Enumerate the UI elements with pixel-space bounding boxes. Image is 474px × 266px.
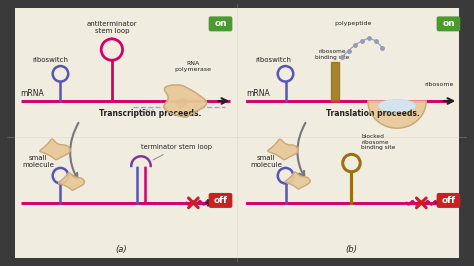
Polygon shape bbox=[131, 156, 151, 166]
Polygon shape bbox=[59, 173, 84, 190]
Circle shape bbox=[343, 154, 360, 172]
Ellipse shape bbox=[379, 99, 416, 112]
FancyBboxPatch shape bbox=[438, 17, 460, 31]
Text: RNA
polymerase: RNA polymerase bbox=[175, 61, 212, 72]
Text: polypeptide: polypeptide bbox=[335, 21, 372, 26]
Text: ribosome
binding site: ribosome binding site bbox=[315, 49, 349, 60]
Circle shape bbox=[101, 39, 123, 60]
Text: Transcription proceeds.: Transcription proceeds. bbox=[100, 109, 202, 118]
Circle shape bbox=[53, 66, 68, 82]
Text: off: off bbox=[213, 196, 228, 205]
Ellipse shape bbox=[380, 101, 414, 111]
Text: Translation proceeds.: Translation proceeds. bbox=[326, 109, 419, 118]
FancyBboxPatch shape bbox=[438, 194, 460, 207]
Polygon shape bbox=[368, 101, 426, 128]
Text: off: off bbox=[441, 196, 456, 205]
Text: riboswitch: riboswitch bbox=[33, 57, 69, 72]
Text: antiterminator
stem loop: antiterminator stem loop bbox=[87, 22, 137, 39]
Text: small
molecule: small molecule bbox=[250, 155, 282, 168]
Polygon shape bbox=[285, 172, 310, 189]
Text: DNA: DNA bbox=[141, 109, 155, 114]
Text: on: on bbox=[442, 19, 455, 28]
Text: blocked
ribosome
binding site: blocked ribosome binding site bbox=[361, 134, 395, 151]
Polygon shape bbox=[268, 139, 298, 160]
Text: mRNA: mRNA bbox=[246, 89, 271, 98]
Text: on: on bbox=[214, 19, 227, 28]
Circle shape bbox=[278, 168, 293, 184]
FancyBboxPatch shape bbox=[331, 62, 339, 101]
Text: (b): (b) bbox=[346, 245, 357, 254]
Text: (a): (a) bbox=[116, 245, 128, 254]
Text: ribosome: ribosome bbox=[424, 82, 454, 88]
Text: small
molecule: small molecule bbox=[22, 155, 54, 168]
Circle shape bbox=[278, 66, 293, 82]
Polygon shape bbox=[176, 99, 187, 107]
FancyBboxPatch shape bbox=[210, 17, 232, 31]
FancyBboxPatch shape bbox=[210, 194, 232, 207]
Text: mRNA: mRNA bbox=[21, 89, 45, 98]
Text: riboswitch: riboswitch bbox=[256, 57, 292, 72]
Polygon shape bbox=[40, 139, 70, 160]
Polygon shape bbox=[164, 85, 207, 117]
FancyBboxPatch shape bbox=[15, 8, 459, 258]
Text: terminator stem loop: terminator stem loop bbox=[141, 144, 212, 160]
Circle shape bbox=[53, 168, 68, 184]
